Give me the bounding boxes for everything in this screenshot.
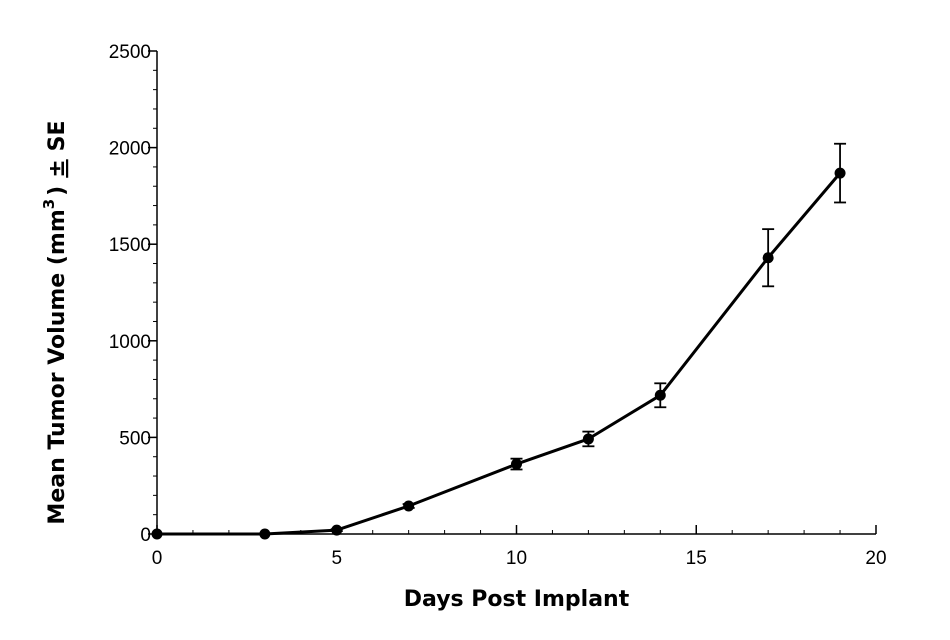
- x-axis-ticks: 0 5 10 15 20: [152, 525, 887, 569]
- data-point: [834, 167, 846, 179]
- data-point: [511, 458, 522, 470]
- data-point: [331, 524, 343, 536]
- y-tick-label: 2000: [109, 139, 151, 160]
- x-axis-title: Days Post Implant: [404, 587, 630, 612]
- x-tick-label: 15: [686, 548, 707, 569]
- x-tick-label: 10: [506, 548, 527, 569]
- data-points: [151, 167, 846, 540]
- data-point: [403, 500, 415, 512]
- y-tick-label: 0: [140, 525, 151, 546]
- data-point: [762, 252, 774, 264]
- y-tick-label: 1000: [109, 332, 151, 353]
- data-point: [259, 528, 271, 540]
- y-tick-label: 500: [119, 428, 151, 449]
- y-axis-title-close: ): [45, 186, 70, 196]
- x-tick-label: 5: [331, 548, 342, 569]
- error-bars: [330, 142, 847, 533]
- data-point: [151, 528, 163, 540]
- data-point: [654, 389, 666, 401]
- y-axis-title-plus-minus: ±: [45, 159, 70, 177]
- x-tick-label: 0: [152, 548, 163, 569]
- y-axis-title: Mean Tumor Volume (mm3) ± SE: [40, 120, 70, 524]
- y-axis-title-suffix: SE: [45, 120, 70, 151]
- y-axis-ticks: 0 500 1000 1500 2000 2500: [109, 42, 157, 546]
- y-axis-title-main: Mean Tumor Volume (mm: [45, 209, 70, 524]
- x-tick-label: 20: [865, 548, 886, 569]
- y-tick-label: 2500: [109, 42, 151, 63]
- y-tick-label: 1500: [109, 235, 151, 256]
- data-point: [582, 433, 594, 445]
- series-line: [157, 172, 842, 536]
- y-axis-title-superscript: 3: [40, 199, 58, 209]
